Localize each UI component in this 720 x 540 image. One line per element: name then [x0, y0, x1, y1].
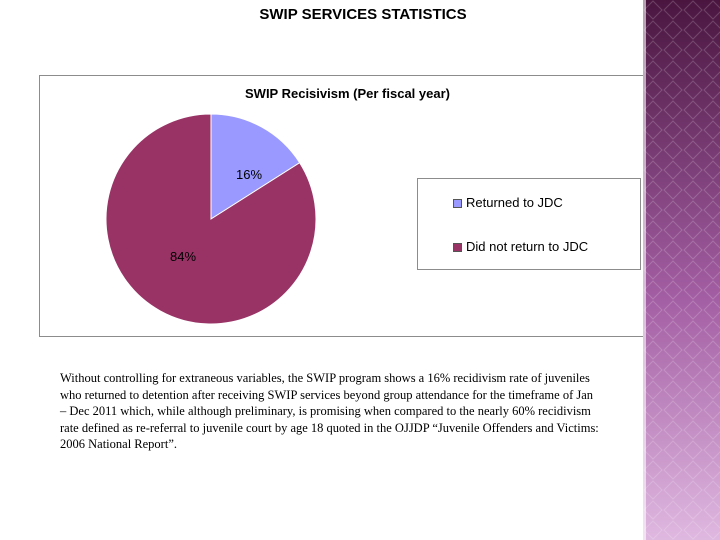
description-text: Without controlling for extraneous varia… [60, 371, 599, 452]
decorative-pattern-panel [643, 0, 720, 540]
legend-swatch-not-returned [453, 243, 462, 253]
legend-item-not-returned: Did not return to JDC [453, 239, 588, 254]
chart-area: 16% 84% SWIP Recisivism (Per fiscal year… [39, 75, 674, 337]
legend-label-returned: Returned to JDC [466, 195, 563, 210]
legend-item-returned: Returned to JDC [453, 195, 563, 210]
pie-chart: 16% 84% [105, 113, 317, 325]
pie-slice-not-returned [105, 113, 317, 325]
pie-slice-returned [210, 113, 301, 220]
slide-title: SWIP SERVICES STATISTICS [259, 6, 467, 23]
legend-label-not-returned: Did not return to JDC [466, 239, 589, 254]
data-label-returned: 16% [236, 167, 262, 182]
legend-swatch-returned [453, 199, 462, 209]
chart-title: SWIP Recisivism (Per fiscal year) [245, 86, 450, 101]
chart-legend: Returned to JDC Did not return to JDC [417, 178, 641, 270]
data-label-not-returned: 84% [170, 249, 196, 264]
